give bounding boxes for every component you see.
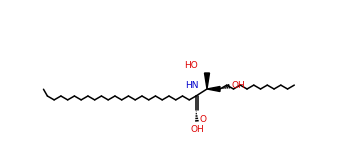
Text: O: O — [199, 115, 206, 124]
Text: HN: HN — [185, 81, 199, 91]
Text: HO: HO — [184, 61, 198, 70]
Polygon shape — [204, 73, 209, 89]
Polygon shape — [207, 87, 220, 92]
Text: OH: OH — [190, 125, 204, 134]
Text: OH: OH — [232, 80, 246, 90]
